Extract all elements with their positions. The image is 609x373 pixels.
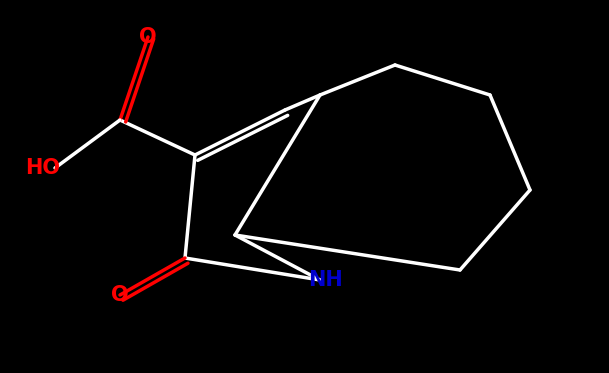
Text: NH: NH	[308, 270, 342, 290]
Text: O: O	[139, 27, 157, 47]
Text: O: O	[111, 285, 129, 305]
Text: HO: HO	[25, 158, 60, 178]
